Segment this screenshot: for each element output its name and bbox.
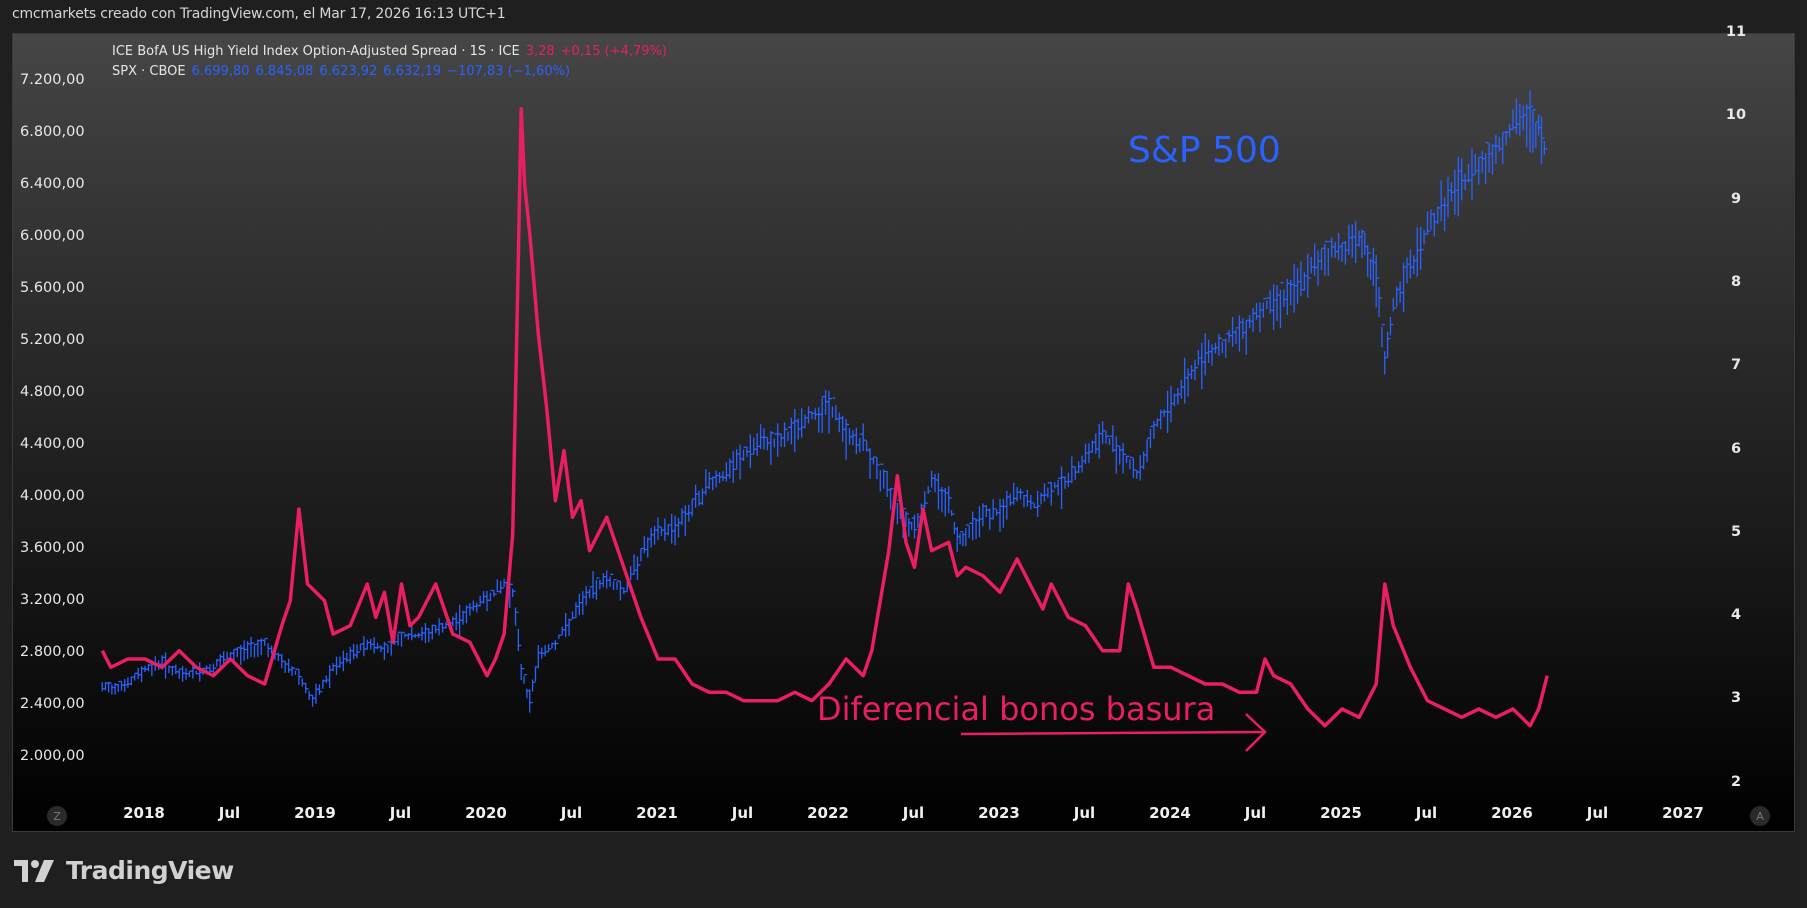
time-axis-tick: Jul bbox=[1073, 804, 1096, 822]
legend-row-spx[interactable]: SPX · CBOE 6.699,80 6.845,08 6.623,92 6.… bbox=[112, 62, 667, 82]
time-axis-tick: Jul bbox=[389, 804, 412, 822]
left-axis-tick: 3.200,00 bbox=[20, 592, 85, 608]
time-axis-tick: Jul bbox=[731, 804, 754, 822]
tradingview-logo[interactable]: TradingView bbox=[14, 856, 234, 885]
right-axis-tick: 2 bbox=[1730, 773, 1742, 790]
tradingview-logo-text: TradingView bbox=[66, 856, 234, 885]
left-axis-tick: 2.400,00 bbox=[20, 696, 85, 712]
chart-pane[interactable] bbox=[12, 33, 1795, 832]
time-axis-tick: Jul bbox=[218, 804, 241, 822]
zoom-reset-button[interactable]: Z bbox=[47, 806, 67, 826]
legend-spx-change: −107,83 (−1,60%) bbox=[447, 64, 571, 79]
time-axis-tick: 2018 bbox=[123, 804, 165, 822]
time-axis-tick: 2027 bbox=[1662, 804, 1704, 822]
time-axis-tick: 2025 bbox=[1320, 804, 1362, 822]
right-axis-tick: 5 bbox=[1730, 523, 1742, 540]
time-axis-tick: 2023 bbox=[978, 804, 1020, 822]
time-axis-tick: Jul bbox=[1244, 804, 1267, 822]
chart-plot-area[interactable] bbox=[13, 34, 1795, 832]
right-axis-tick: 3 bbox=[1730, 690, 1742, 707]
time-axis-tick: 2020 bbox=[465, 804, 507, 822]
left-axis-tick: 4.400,00 bbox=[20, 436, 85, 452]
legend-hy-name: ICE BofA US High Yield Index Option-Adju… bbox=[112, 44, 520, 59]
left-axis-tick: 7.200,00 bbox=[20, 72, 85, 88]
legend-hy-last: 3,28 bbox=[525, 44, 555, 59]
spx-series[interactable] bbox=[101, 90, 1548, 713]
right-axis-tick: 8 bbox=[1730, 273, 1742, 290]
time-axis-tick: 2021 bbox=[636, 804, 678, 822]
time-axis-tick: 2026 bbox=[1491, 804, 1533, 822]
time-axis-tick: Jul bbox=[560, 804, 583, 822]
legend-spx-close: 6.632,19 bbox=[383, 64, 442, 79]
left-axis-tick: 5.600,00 bbox=[20, 280, 85, 296]
right-axis-tick: 9 bbox=[1730, 190, 1742, 207]
left-axis-tick: 3.600,00 bbox=[20, 540, 85, 556]
time-axis-tick: 2022 bbox=[807, 804, 849, 822]
time-axis-tick: Jul bbox=[902, 804, 925, 822]
right-axis-tick: 4 bbox=[1730, 607, 1742, 624]
left-axis-tick: 6.000,00 bbox=[20, 228, 85, 244]
time-axis-tick: 2024 bbox=[1149, 804, 1191, 822]
legend-spx-low: 6.623,92 bbox=[319, 64, 378, 79]
right-axis-tick: 11 bbox=[1725, 24, 1747, 40]
tradingview-logo-icon bbox=[14, 859, 54, 882]
left-axis-tick: 4.000,00 bbox=[20, 488, 85, 504]
auto-scale-button[interactable]: A bbox=[1750, 806, 1770, 826]
annotation-sp500[interactable]: S&P 500 bbox=[1128, 130, 1281, 171]
right-axis-tick: 10 bbox=[1725, 107, 1747, 124]
left-axis-tick: 2.000,00 bbox=[20, 748, 85, 764]
right-axis-tick: 6 bbox=[1730, 440, 1742, 457]
chart-attribution: cmcmarkets creado con TradingView.com, e… bbox=[12, 6, 506, 22]
hy-spread-series[interactable] bbox=[100, 107, 1549, 728]
left-axis-tick: 6.800,00 bbox=[20, 124, 85, 140]
left-axis-tick: 5.200,00 bbox=[20, 332, 85, 348]
arrow-annotation[interactable] bbox=[960, 713, 1267, 752]
left-axis-tick: 2.800,00 bbox=[20, 644, 85, 660]
time-axis-tick: Jul bbox=[1586, 804, 1609, 822]
annotation-junk-bond-spread[interactable]: Diferencial bonos basura bbox=[817, 690, 1216, 728]
left-axis-tick: 6.400,00 bbox=[20, 176, 85, 192]
time-axis-tick: Jul bbox=[1415, 804, 1438, 822]
legend-row-hy-spread[interactable]: ICE BofA US High Yield Index Option-Adju… bbox=[112, 42, 667, 62]
legend-hy-change: +0,15 (+4,79%) bbox=[560, 44, 667, 59]
right-axis-tick: 7 bbox=[1730, 357, 1742, 374]
legend-spx-high: 6.845,08 bbox=[255, 64, 314, 79]
legend-spx-name: SPX · CBOE bbox=[112, 64, 186, 79]
legend-spx-open: 6.699,80 bbox=[191, 64, 250, 79]
left-axis-tick: 4.800,00 bbox=[20, 384, 85, 400]
series-legend: ICE BofA US High Yield Index Option-Adju… bbox=[112, 42, 667, 82]
time-axis-tick: 2019 bbox=[294, 804, 336, 822]
